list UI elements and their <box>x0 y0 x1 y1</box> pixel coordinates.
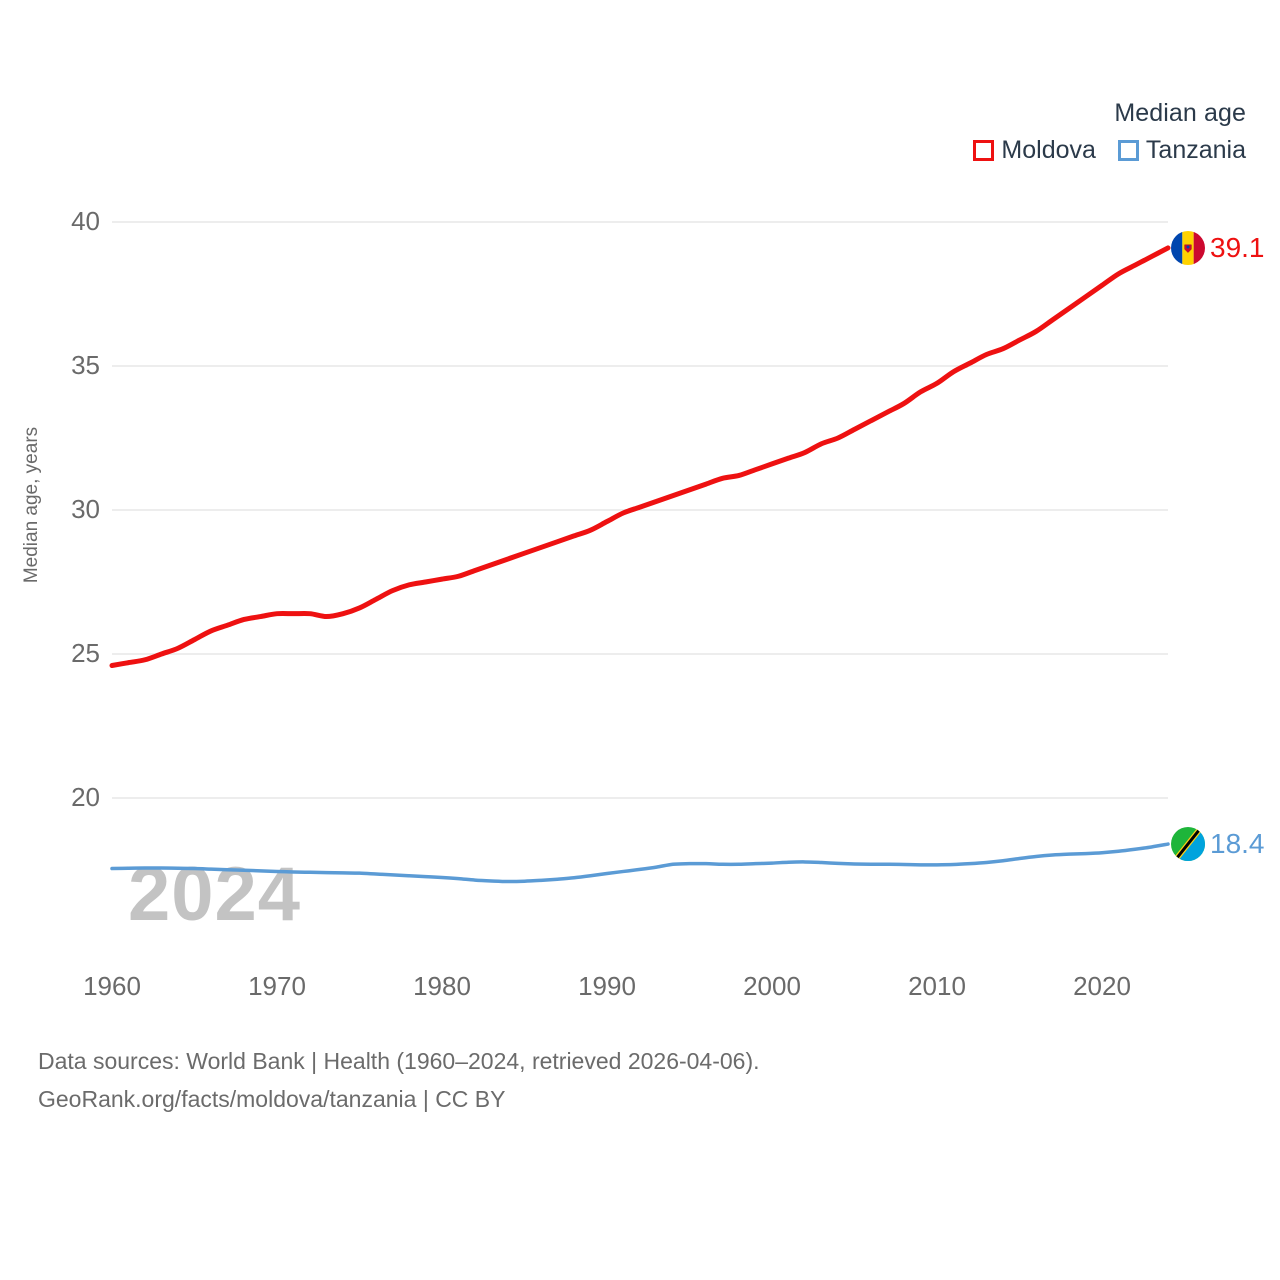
legend-items: Moldova Tanzania <box>0 136 1248 164</box>
chart-legend: Median age Moldova Tanzania <box>0 98 1248 164</box>
legend-item-moldova[interactable]: Moldova <box>973 136 1096 164</box>
x-tick-label-2010: 2010 <box>908 971 966 1001</box>
x-tick-label-2000: 2000 <box>743 971 801 1001</box>
endpoint-value-moldova: 39.1 <box>1210 231 1265 263</box>
y-tick-label-25: 25 <box>71 638 100 668</box>
y-axis-title: Median age, years <box>21 426 42 584</box>
y-tick-label-35: 35 <box>71 350 100 380</box>
legend-title: Median age <box>1114 99 1246 127</box>
legend-swatch-tanzania <box>1117 139 1139 161</box>
gridlines <box>112 221 1168 799</box>
series-line-tanzania <box>110 842 1170 884</box>
footer-credits: Data sources: World Bank | Health (1960–… <box>38 1042 760 1118</box>
tanzania-flag-icon <box>1171 827 1205 862</box>
series-lines <box>109 245 1171 884</box>
legend-label-moldova: Moldova <box>1001 136 1096 164</box>
endpoint-marker-tanzania[interactable]: 18.4 <box>1171 827 1265 862</box>
legend-swatch-moldova <box>973 139 995 161</box>
series-line-moldova <box>109 245 1171 669</box>
moldova-flag-icon <box>1171 230 1205 265</box>
x-tick-label-1980: 1980 <box>413 971 471 1001</box>
endpoint-value-tanzania: 18.4 <box>1210 828 1265 860</box>
x-tick-label-1960: 1960 <box>83 971 141 1001</box>
legend-label-tanzania: Tanzania <box>1145 136 1246 164</box>
x-tick-label-1970: 1970 <box>248 971 306 1001</box>
footer-line-url: GeoRank.org/facts/moldova/tanzania | CC … <box>38 1086 506 1112</box>
x-tick-label-2020: 2020 <box>1073 971 1131 1001</box>
y-tick-label-40: 40 <box>71 206 100 236</box>
y-tick-label-30: 30 <box>71 494 100 524</box>
y-tick-label-20: 20 <box>71 782 100 812</box>
legend-item-tanzania[interactable]: Tanzania <box>1117 136 1246 164</box>
footer-line-sources: Data sources: World Bank | Health (1960–… <box>38 1048 760 1074</box>
endpoint-marker-moldova[interactable]: 39.1 <box>1171 230 1265 265</box>
x-tick-label-1990: 1990 <box>578 971 636 1001</box>
